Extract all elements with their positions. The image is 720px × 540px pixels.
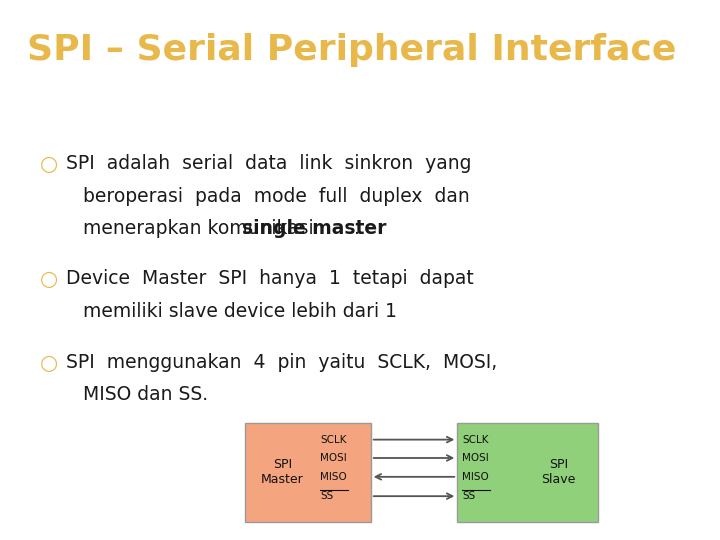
- Text: MISO dan SS.: MISO dan SS.: [83, 386, 208, 404]
- Text: MISO: MISO: [462, 472, 489, 482]
- Text: .: .: [354, 219, 360, 239]
- Text: SS: SS: [462, 491, 475, 501]
- Text: SCLK: SCLK: [320, 435, 347, 444]
- Text: Device  Master  SPI  hanya  1  tetapi  dapat: Device Master SPI hanya 1 tetapi dapat: [66, 269, 474, 288]
- Text: SS: SS: [320, 491, 333, 501]
- Text: SPI  menggunakan  4  pin  yaitu  SCLK,  MOSI,: SPI menggunakan 4 pin yaitu SCLK, MOSI,: [66, 353, 498, 372]
- Text: MISO: MISO: [320, 472, 347, 482]
- Text: SPI  adalah  serial  data  link  sinkron  yang: SPI adalah serial data link sinkron yang: [66, 154, 472, 173]
- Text: SPI – Serial Peripheral Interface: SPI – Serial Peripheral Interface: [27, 33, 677, 67]
- Text: memiliki slave device lebih dari 1: memiliki slave device lebih dari 1: [83, 302, 397, 321]
- Text: ○: ○: [40, 353, 58, 373]
- Text: SCLK: SCLK: [462, 435, 489, 444]
- Text: menerapkan komunikasi: menerapkan komunikasi: [83, 219, 320, 239]
- Text: SPI
Slave: SPI Slave: [541, 458, 575, 487]
- Text: MOSI: MOSI: [462, 453, 489, 463]
- Text: ○: ○: [40, 154, 58, 174]
- Bar: [245, 423, 371, 522]
- Text: beroperasi  pada  mode  full  duplex  dan: beroperasi pada mode full duplex dan: [83, 187, 469, 206]
- Bar: [457, 423, 598, 522]
- Text: SPI
Master: SPI Master: [261, 458, 304, 487]
- Text: ○: ○: [40, 269, 58, 289]
- Text: single master: single master: [242, 219, 386, 239]
- Text: MOSI: MOSI: [320, 453, 347, 463]
